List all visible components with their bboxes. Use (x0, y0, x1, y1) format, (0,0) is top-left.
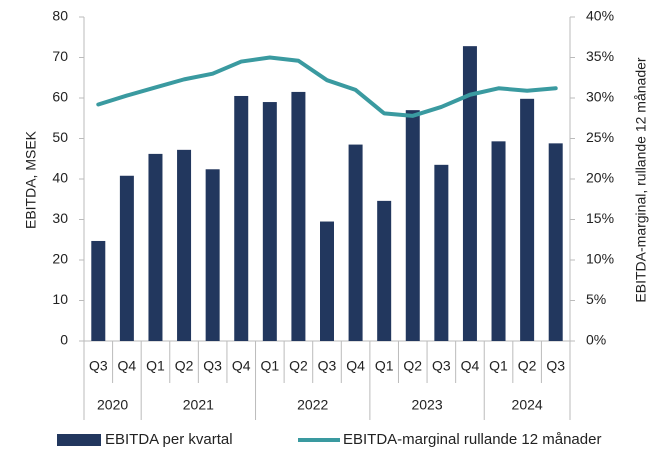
group-label: 2021 (183, 397, 214, 413)
y2-axis-title: EBITDA-marginal, rullande 12 månader (633, 57, 649, 302)
x-tick-label: Q3 (546, 358, 565, 374)
bar (119, 175, 134, 341)
x-tick-label: Q3 (203, 358, 222, 374)
bar (462, 46, 477, 341)
group-label: 2024 (512, 397, 543, 413)
bar (434, 164, 449, 341)
y2-tick-label: 0% (586, 332, 606, 348)
x-tick-label: Q1 (260, 358, 279, 374)
bar (320, 221, 334, 341)
legend-label: EBITDA per kvartal (105, 431, 233, 448)
group-label: 2022 (297, 397, 328, 413)
bar (491, 141, 506, 341)
x-tick-label: Q2 (518, 358, 537, 374)
y-tick-label: 30 (52, 210, 68, 226)
y-axis-title: EBITDA, MSEK (23, 130, 39, 229)
y-tick-label: 60 (52, 89, 68, 105)
x-tick-label: Q4 (118, 358, 137, 374)
x-tick-label: Q3 (432, 358, 451, 374)
x-tick-label: Q1 (375, 358, 394, 374)
bar (548, 143, 563, 341)
y-tick-label: 50 (52, 129, 68, 145)
bar (177, 149, 192, 341)
y-tick-label: 20 (52, 251, 68, 267)
y-tick-label: 70 (52, 48, 68, 64)
y2-tick-label: 10% (586, 251, 614, 267)
y-tick-label: 10 (52, 291, 68, 307)
bar (405, 110, 420, 342)
x-tick-label: Q2 (403, 358, 422, 374)
bar (262, 102, 277, 341)
x-tick-label: Q3 (318, 358, 337, 374)
x-tick-label: Q1 (489, 358, 508, 374)
x-tick-label: Q2 (175, 358, 194, 374)
group-label: 2023 (411, 397, 442, 413)
x-tick-label: Q1 (146, 358, 165, 374)
bar (91, 240, 106, 341)
bar (148, 153, 163, 341)
y2-tick-label: 30% (586, 89, 614, 105)
x-tick-label: Q4 (232, 358, 251, 374)
y2-tick-label: 20% (586, 170, 614, 186)
legend-swatch (57, 434, 101, 446)
bar (234, 95, 249, 341)
x-tick-label: Q3 (89, 358, 108, 374)
y2-tick-label: 5% (586, 291, 606, 307)
y-tick-label: 80 (52, 8, 68, 24)
bar (520, 98, 535, 341)
bar (291, 91, 306, 341)
line (96, 55, 558, 118)
group-label: 2020 (97, 397, 128, 413)
y2-tick-label: 25% (586, 129, 614, 145)
bar (377, 200, 392, 341)
x-tick-label: Q2 (289, 358, 308, 374)
y2-tick-label: 15% (586, 210, 614, 226)
x-tick-label: Q4 (461, 358, 480, 374)
y-tick-label: 40 (52, 170, 68, 186)
bar (348, 144, 363, 341)
bar (205, 169, 220, 341)
y2-tick-label: 35% (586, 48, 614, 64)
legend-label: EBITDA-marginal rullande 12 månader (343, 431, 601, 448)
y-tick-label: 0 (60, 332, 68, 348)
x-tick-label: Q4 (346, 358, 365, 374)
y2-tick-label: 40% (586, 8, 614, 24)
